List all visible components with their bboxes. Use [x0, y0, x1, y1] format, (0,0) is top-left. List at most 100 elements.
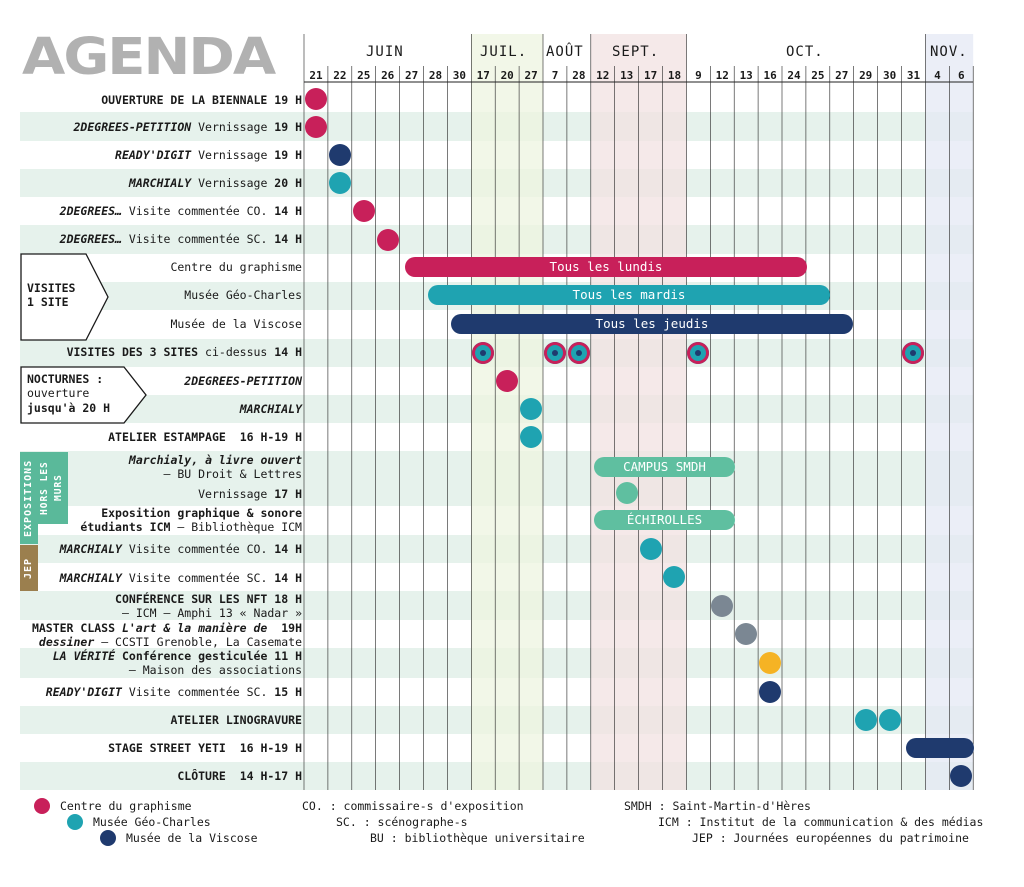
day-label: 21: [309, 69, 323, 82]
day-label: 13: [739, 69, 753, 82]
row-marchialy-sc: MARCHIALY Visite commentée SC. 14 H: [59, 571, 302, 585]
row-ouverture: OUVERTURE DE LA BIENNALE 19 H: [101, 93, 302, 107]
ring-center: [480, 350, 487, 356]
visites-badge-line1: VISITES: [27, 281, 76, 295]
ring-center: [575, 350, 582, 356]
nocturnes-badge: [20, 366, 147, 424]
day-label: 28: [428, 69, 443, 82]
day-label: 26: [381, 69, 395, 82]
row-atelier-estampage: ATELIER ESTAMPAGE 16 H-19 H: [108, 430, 302, 444]
day-label: 25: [357, 69, 371, 82]
row-conference-nft: CONFÉRENCE SUR LES NFT 18 H: [115, 592, 302, 606]
legend-bu: BU : bibliothèque universitaire: [370, 831, 585, 845]
month-band: [925, 34, 974, 790]
day-label: 27: [835, 69, 849, 82]
day-label: 7: [551, 69, 559, 82]
month-band: [590, 34, 687, 790]
day-label: 4: [934, 69, 941, 82]
day-label: 12: [596, 69, 610, 82]
day-label: 31: [906, 69, 921, 82]
pill-stage-street-yeti: [906, 738, 974, 758]
row-2degrees-vernissage: 2DEGREES-PETITION Vernissage 19 H: [73, 120, 303, 134]
nocturnes-line2: ouverture: [27, 386, 90, 400]
ring-center: [910, 350, 917, 356]
day-label: 17: [476, 69, 490, 82]
row-readydigit-sc: READY'DIGIT Visite commentée SC. 15 H: [45, 685, 302, 699]
day-label: 30: [452, 69, 467, 82]
day-label: 20: [500, 69, 514, 82]
event-dot-centre: [496, 370, 519, 392]
month-aout: AOÛT: [546, 44, 584, 60]
day-label: 13: [620, 69, 634, 82]
pill-campus-smdh: CAMPUS SMDH: [594, 457, 735, 477]
day-label: 6: [957, 69, 965, 82]
event-dot-la-verite: [759, 652, 782, 674]
row-maison-associations: – Maison des associations: [128, 663, 302, 677]
row-musee-geo: Musée Géo-Charles: [184, 288, 302, 302]
event-dot-viscose: [759, 681, 782, 703]
day-label: 27: [404, 69, 419, 82]
event-dot-centre: [352, 200, 375, 222]
row-marchialy-livre: Marchialy, à livre ouvert: [128, 453, 302, 467]
ring-center: [551, 350, 558, 356]
pill-tous-les-lundis: Tous les lundis: [405, 257, 807, 277]
day-label: 29: [859, 69, 873, 82]
event-dot-centre: [304, 88, 327, 110]
event-dot-geo: [328, 172, 351, 194]
month-juin: JUIN: [366, 44, 404, 60]
day-label: 17: [643, 69, 658, 82]
event-dot-geo: [878, 709, 901, 731]
row-stripe: [20, 706, 974, 734]
row-visites-3-sites: VISITES DES 3 SITES ci-dessus 14 H: [66, 345, 302, 359]
sidebar-expositions: EXPOSITIONS: [20, 452, 38, 544]
event-dot-centre: [376, 228, 399, 251]
row-expo-graphique: Exposition graphique & sonore: [101, 506, 302, 520]
event-dot-viscose: [328, 144, 351, 166]
day-label: 30: [882, 69, 897, 82]
event-dot-viscose: [950, 765, 973, 787]
day-label: 18: [667, 69, 682, 82]
pill-tous-les-jeudis: Tous les jeudis: [451, 314, 853, 334]
legend-smdh: SMDH : Saint-Martin-d'Hères: [624, 799, 811, 813]
visites-badge-line2: 1 SITE: [27, 295, 69, 309]
row-bu-droit: – BU Droit & Lettres: [163, 467, 302, 481]
visites-badge: [20, 253, 109, 341]
month-juil: JUIL.: [480, 44, 528, 60]
sidebar-hors-murs: HORS LES MURS: [38, 452, 68, 524]
day-label: 28: [572, 69, 586, 82]
row-readydigit-vernissage: READY'DIGIT Vernissage 19 H: [115, 148, 302, 162]
event-dot-vernissage: [615, 482, 638, 504]
row-vernissage-17h: Vernissage 17 H: [198, 487, 302, 501]
row-stripe: [20, 395, 974, 423]
event-dot-geo: [520, 398, 543, 420]
row-la-verite: LA VÉRITÉ Conférence gesticulée 11 H: [52, 649, 302, 663]
month-nov: NOV.: [930, 44, 968, 60]
event-dot-three-sites: [902, 342, 925, 364]
row-marchialy-vernissage: MARCHIALY Vernissage 20 H: [128, 176, 302, 190]
agenda-title: AGENDA: [22, 27, 276, 87]
row-etudiants-icm: étudiants ICM – Bibliothèque ICM: [80, 520, 302, 534]
legend-centre: Centre du graphisme: [60, 799, 192, 813]
legend-viscose-dot: [100, 830, 116, 846]
row-ccsti: dessiner – CCSTI Grenoble, La Casemate: [38, 635, 302, 649]
month-sept: SEPT.: [612, 44, 660, 60]
row-centre-graphisme: Centre du graphisme: [170, 260, 302, 274]
event-dot-geo: [663, 566, 686, 588]
legend-geo: Musée Géo-Charles: [93, 815, 211, 829]
legend-co: CO. : commissaire-s d'exposition: [302, 799, 524, 813]
nocturnes-line1: NOCTURNES :: [27, 372, 104, 386]
day-label: 25: [811, 69, 825, 82]
row-icm-amphi: – ICM – Amphi 13 « Nadar »: [121, 606, 302, 620]
event-dot-three-sites: [687, 342, 710, 364]
event-dot-three-sites: [472, 342, 495, 364]
day-label: 16: [763, 69, 777, 82]
row-cloture: CLÔTURE 14 H-17 H: [177, 769, 302, 783]
row-master-class: MASTER CLASS L'art & la manière de 19H: [31, 621, 302, 635]
row-marchialy-co: MARCHIALY Visite commentée CO. 14 H: [59, 542, 302, 556]
row-2degrees-co: 2DEGREES… Visite commentée CO. 14 H: [59, 204, 302, 218]
row-stage-street-yeti: STAGE STREET YETI 16 H-19 H: [108, 741, 302, 755]
sidebar-jep: JEP: [20, 545, 38, 591]
event-dot-nft: [711, 594, 734, 617]
row-musee-viscose: Musée de la Viscose: [170, 317, 302, 331]
day-label: 27: [524, 69, 538, 82]
